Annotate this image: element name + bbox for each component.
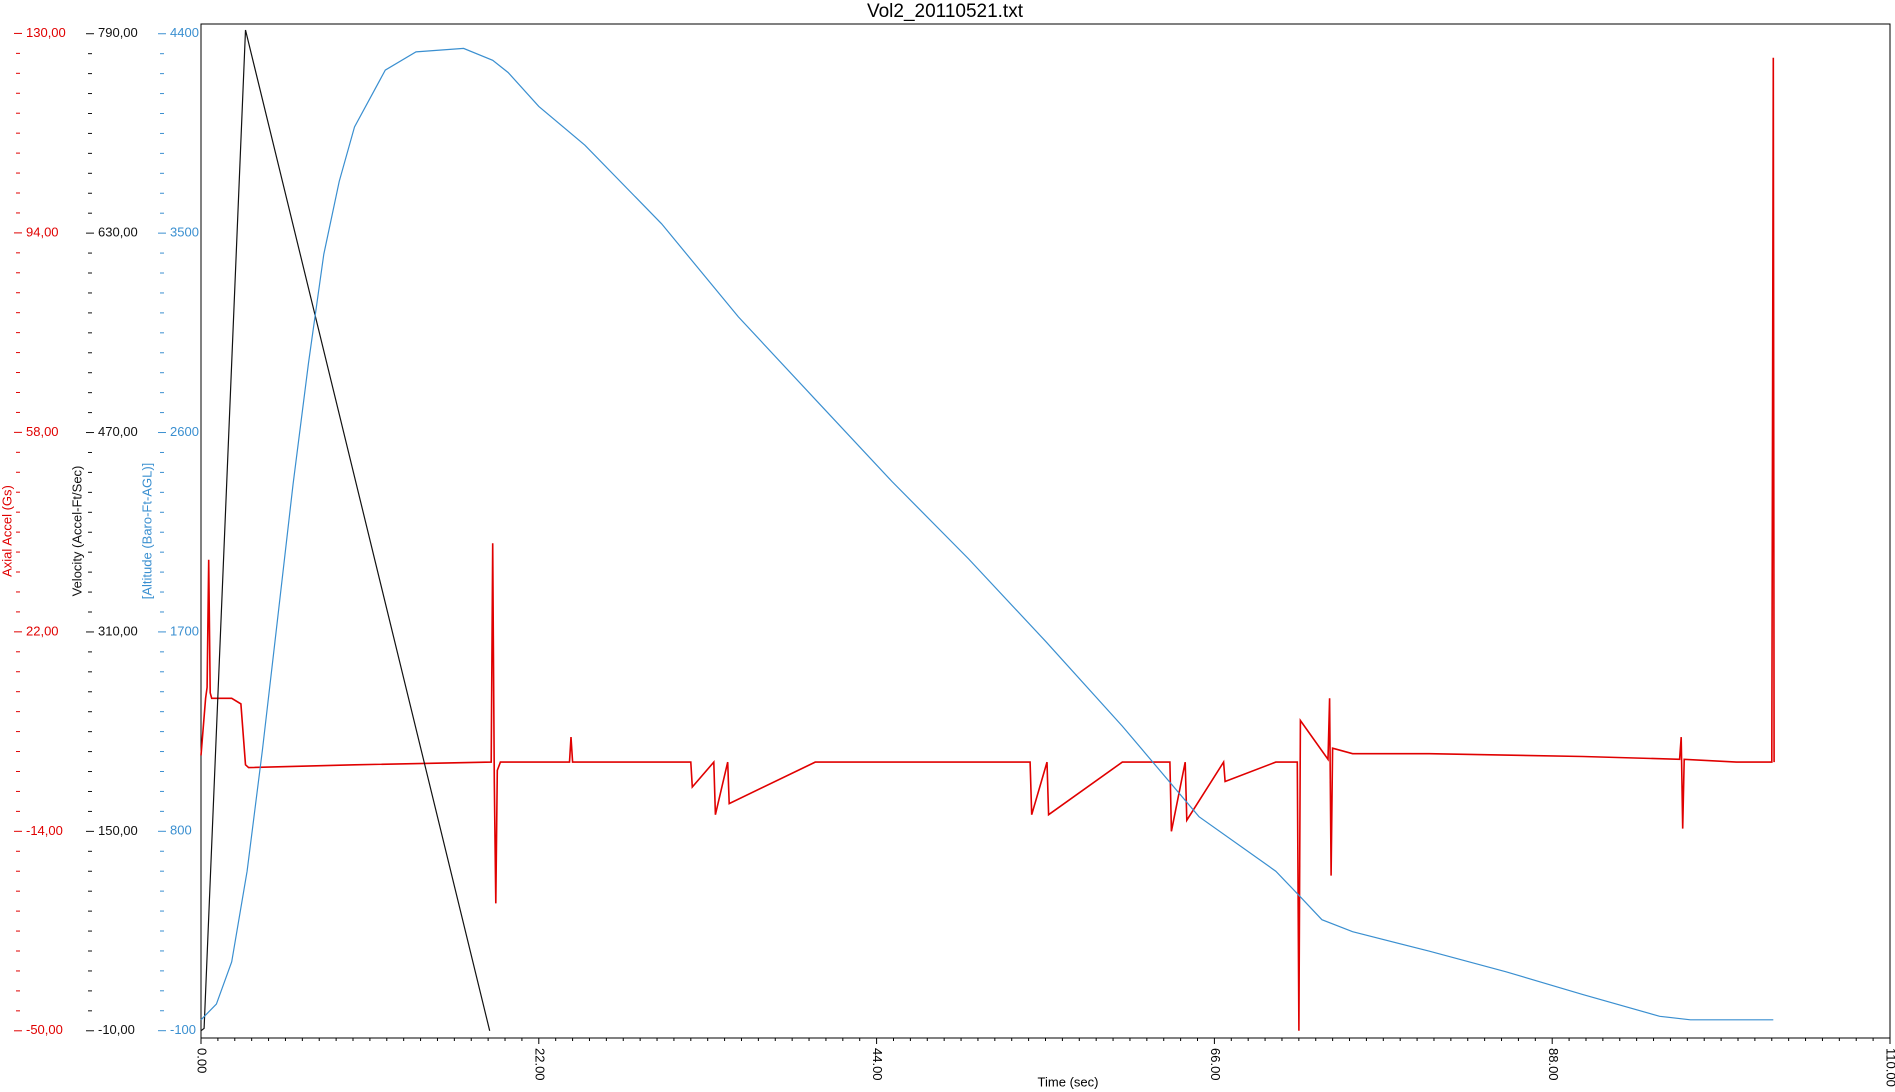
chart-title: Vol2_20110521.txt	[867, 1, 1024, 22]
x-tick-label: 0.00	[195, 1048, 210, 1073]
x-tick-label: 66.00	[1208, 1048, 1223, 1081]
y-axis-title: Velocity (Accel-Ft/Sec)	[69, 466, 84, 597]
y-tick-label: 150,00	[98, 823, 138, 838]
x-axis-title: Time (sec)	[1038, 1074, 1099, 1089]
y-axis-title: Axial Accel (Gs)	[0, 485, 14, 577]
y-tick-label: 790,00	[98, 25, 138, 40]
y-tick-label: 800	[170, 823, 192, 838]
y-tick-label: 310,00	[98, 623, 138, 638]
y-tick-label: 1700	[170, 623, 199, 638]
y-tick-label: 58,00	[26, 424, 59, 439]
series-line	[200, 29, 491, 1032]
y-tick-label: 94,00	[26, 224, 59, 239]
y-tick-label: -14,00	[26, 823, 63, 838]
y-tick-label: -100	[170, 1022, 196, 1037]
y-tick-label: 630,00	[98, 225, 138, 240]
series-line	[200, 57, 1775, 1031]
y-tick-label: -10,00	[98, 1022, 135, 1037]
y-tick-label: 22,00	[26, 623, 59, 638]
y-tick-label: -50,00	[26, 1022, 63, 1037]
y-axis-title: [Altitude (Baro-Ft-AGL)]	[139, 463, 154, 600]
y-tick-label: 2600	[170, 424, 199, 439]
series-line	[200, 47, 1774, 1021]
x-tick-label: 44.00	[870, 1048, 885, 1081]
y-tick-label: 470,00	[98, 424, 138, 439]
y-tick-label: 3500	[170, 225, 199, 240]
x-tick-label: 22.00	[532, 1048, 547, 1081]
y-tick-label: 130,00	[26, 25, 66, 40]
x-tick-label: 88.00	[1546, 1048, 1561, 1081]
y-tick-label: 4400	[170, 25, 199, 40]
x-tick-label: 110.00	[1884, 1048, 1895, 1087]
